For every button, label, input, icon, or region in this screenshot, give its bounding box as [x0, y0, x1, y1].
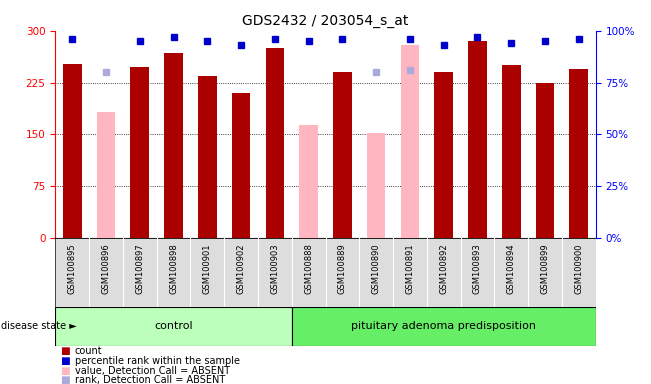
Bar: [400, 45, 419, 238]
Title: GDS2432 / 203054_s_at: GDS2432 / 203054_s_at: [242, 14, 409, 28]
Text: GSM100898: GSM100898: [169, 243, 178, 295]
Text: ■: ■: [61, 356, 70, 366]
Bar: [198, 76, 217, 238]
Text: GSM100895: GSM100895: [68, 243, 77, 294]
Bar: [63, 64, 81, 238]
Bar: [55, 307, 292, 346]
Text: ■: ■: [61, 366, 70, 376]
Text: percentile rank within the sample: percentile rank within the sample: [75, 356, 240, 366]
Bar: [292, 307, 596, 346]
Text: ■: ■: [61, 375, 70, 384]
Text: disease state ►: disease state ►: [1, 321, 76, 331]
Text: GSM100892: GSM100892: [439, 243, 448, 294]
Bar: [97, 112, 115, 238]
Bar: [536, 83, 554, 238]
Text: GSM100894: GSM100894: [506, 243, 516, 294]
Text: GSM100888: GSM100888: [304, 243, 313, 295]
Bar: [570, 69, 588, 238]
Text: count: count: [75, 346, 102, 356]
Text: GSM100897: GSM100897: [135, 243, 145, 295]
Text: ■: ■: [61, 346, 70, 356]
Text: GSM100896: GSM100896: [102, 243, 111, 295]
Text: GSM100893: GSM100893: [473, 243, 482, 295]
Text: GSM100903: GSM100903: [270, 243, 279, 294]
Text: GSM100890: GSM100890: [372, 243, 381, 294]
Text: pituitary adenoma predisposition: pituitary adenoma predisposition: [351, 321, 536, 331]
Text: value, Detection Call = ABSENT: value, Detection Call = ABSENT: [75, 366, 230, 376]
Bar: [502, 65, 521, 238]
Text: GSM100900: GSM100900: [574, 243, 583, 294]
Text: GSM100891: GSM100891: [406, 243, 415, 294]
Text: GSM100901: GSM100901: [203, 243, 212, 294]
Bar: [434, 72, 453, 238]
Bar: [468, 41, 487, 238]
Bar: [299, 126, 318, 238]
Text: rank, Detection Call = ABSENT: rank, Detection Call = ABSENT: [75, 375, 225, 384]
Bar: [130, 67, 149, 238]
Text: control: control: [154, 321, 193, 331]
Bar: [164, 53, 183, 238]
Bar: [232, 93, 251, 238]
Bar: [266, 48, 284, 238]
Bar: [333, 72, 352, 238]
Bar: [367, 133, 385, 238]
Text: GSM100899: GSM100899: [540, 243, 549, 294]
Text: GSM100889: GSM100889: [338, 243, 347, 295]
Text: GSM100902: GSM100902: [236, 243, 245, 294]
